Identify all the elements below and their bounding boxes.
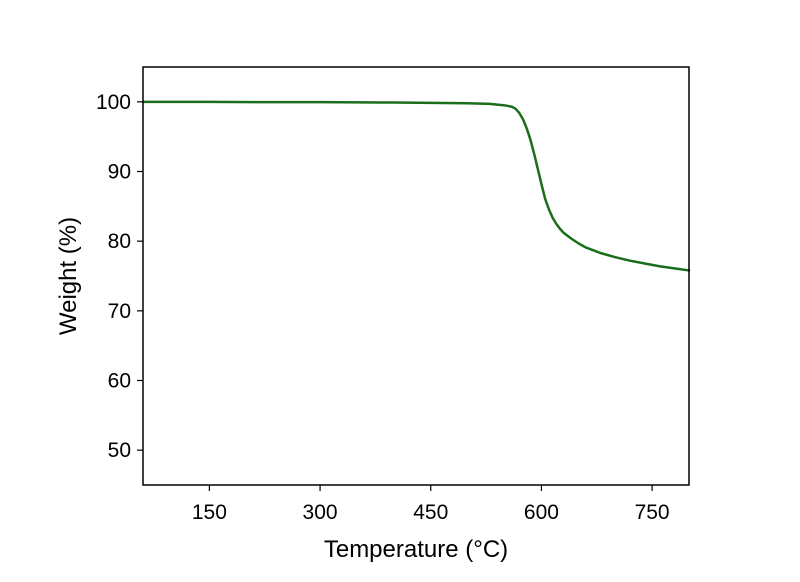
plot-frame [142,66,690,486]
y-axis-ticks: 50 60 70 80 90 100 [96,91,143,462]
x-axis-title: Temperature (°C) [324,536,508,563]
x-tick-label: 150 [192,501,227,524]
y-tick-label: 100 [96,91,131,114]
y-tick-label: 50 [108,439,131,462]
y-tick-label: 60 [108,370,131,393]
y-tick-label: 80 [108,230,131,253]
y-axis-title: Weight (%) [55,217,82,335]
x-tick-label: 300 [303,501,338,524]
y-tick-label: 90 [108,161,131,184]
x-tick-label: 600 [524,501,559,524]
x-axis-ticks: 150 300 450 600 750 [192,485,670,524]
weight-series-line [141,100,691,272]
series-group [141,100,691,272]
x-tick-label: 450 [413,501,448,524]
y-tick-label: 70 [108,300,131,323]
x-tick-label: 750 [635,501,670,524]
